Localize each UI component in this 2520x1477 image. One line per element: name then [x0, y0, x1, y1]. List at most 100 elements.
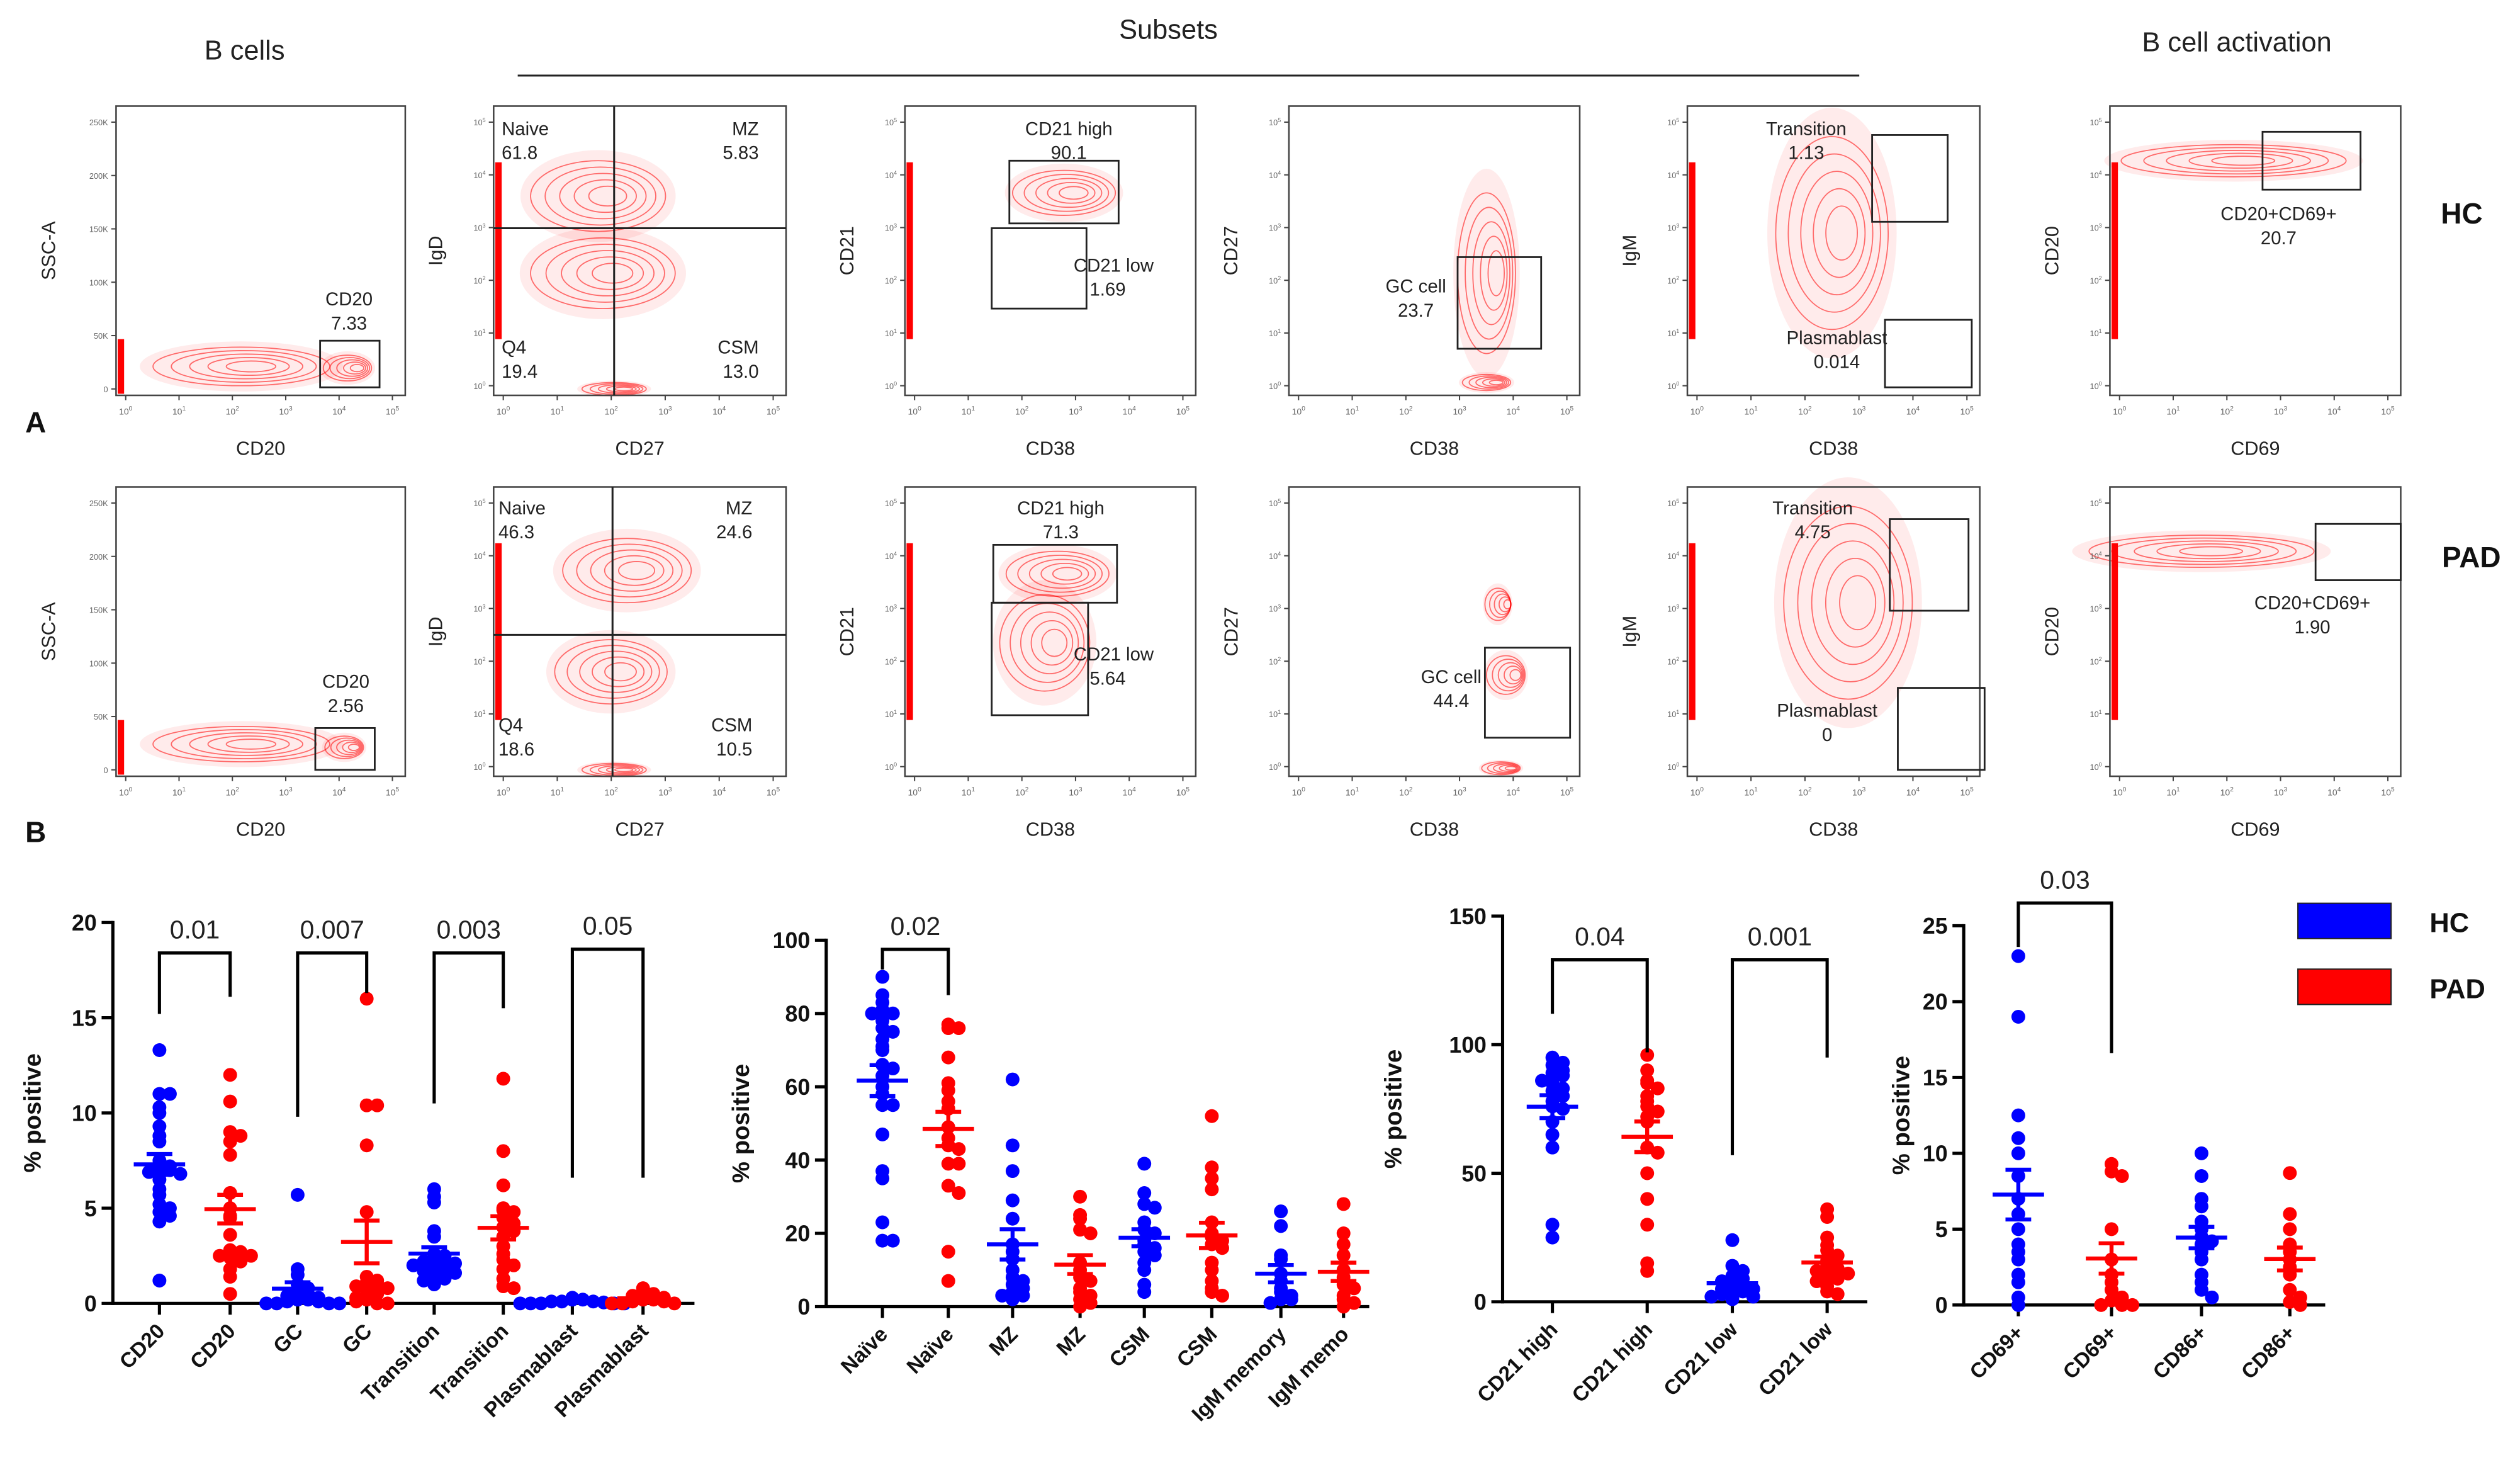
- column-pad-5: Transition: [426, 1072, 529, 1406]
- gate-value: 24.6: [716, 522, 752, 543]
- gate-name: Q4: [498, 715, 523, 736]
- gate-value: 19.4: [502, 361, 537, 382]
- gate-rectangle: [1889, 518, 1970, 612]
- data-point: [1005, 1292, 1020, 1306]
- x-tick-label: 102: [605, 786, 619, 797]
- y-tick-label: 50K: [94, 331, 108, 341]
- data-point: [2094, 1298, 2108, 1312]
- axis-edge-events: [906, 162, 913, 339]
- x-axis-label: CD20: [236, 438, 285, 459]
- y-tick-label: 104: [1667, 551, 1679, 561]
- category-label: MZ: [1052, 1323, 1090, 1361]
- x-tick-label: 101: [2166, 405, 2180, 416]
- x-tick-label: 103: [1852, 405, 1866, 416]
- y-tick-label: 15: [1923, 1065, 1948, 1090]
- x-tick-label: 103: [2274, 405, 2288, 416]
- y-tick-label: 100: [773, 928, 811, 953]
- panel-a-label: A: [25, 406, 46, 439]
- data-point: [349, 1294, 364, 1309]
- data-point: [359, 1098, 374, 1112]
- gate-value: 71.3: [1043, 522, 1079, 543]
- y-axis-label: CD20: [2042, 607, 2063, 656]
- y-tick-label: 15: [72, 1005, 97, 1031]
- gate-value: 44.4: [1433, 691, 1469, 711]
- column-hc-0: CD69+: [1966, 949, 2044, 1384]
- legend-swatch: [2297, 968, 2392, 1005]
- y-tick-label: 101: [885, 328, 897, 338]
- column-hc-0: Naïve: [836, 970, 908, 1379]
- data-point: [1556, 1102, 1570, 1116]
- y-tick-label: 250K: [89, 499, 108, 508]
- x-tick-label: 101: [551, 405, 565, 416]
- y-tick-label: 102: [473, 275, 485, 285]
- data-point: [2283, 1222, 2297, 1236]
- plot-frame: [115, 486, 407, 778]
- data-point: [1274, 1219, 1288, 1233]
- x-tick-label: 105: [386, 405, 400, 416]
- x-tick-label: 105: [1560, 786, 1574, 797]
- flow-panel-hc-2: 100 101 102 103 104 105 100 101 102 103 104 105 CD27…: [425, 105, 787, 459]
- x-tick-label: 103: [658, 786, 672, 797]
- data-point: [513, 1296, 527, 1311]
- x-tick-label: 101: [962, 786, 976, 797]
- y-axis-title: % positive: [1380, 1050, 1407, 1169]
- data-point: [2011, 1298, 2025, 1312]
- x-tick-label: 100: [1690, 786, 1704, 797]
- x-tick-label: 105: [2381, 405, 2395, 416]
- y-tick-label: 101: [1269, 328, 1281, 338]
- data-point: [1083, 1274, 1098, 1288]
- y-tick-label: 105: [885, 498, 897, 508]
- cell-population-contour: [1483, 650, 1528, 700]
- data-point: [1336, 1299, 1351, 1314]
- data-point: [941, 1050, 955, 1065]
- plot-frame: [115, 105, 407, 397]
- flow-panel-hc-6: 100 101 102 103 104 105 100 101 102 103 104 105 CD69…: [2042, 105, 2402, 459]
- y-tick-label: 100: [1269, 381, 1281, 391]
- x-tick-label: 100: [908, 786, 922, 797]
- gate-name: CSM: [711, 715, 752, 736]
- y-tick-label: 150K: [89, 606, 108, 615]
- bracket-line: [1551, 958, 1649, 1053]
- data-point: [448, 1265, 463, 1280]
- data-point: [2293, 1298, 2307, 1312]
- data-point: [1005, 1211, 1020, 1226]
- y-tick-label: 100: [1269, 762, 1281, 772]
- data-point: [496, 1262, 510, 1276]
- category-label: CD69+: [2059, 1321, 2122, 1384]
- data-point: [952, 1021, 966, 1036]
- category-label: CD21 high: [1473, 1318, 1562, 1407]
- y-tick-label: 102: [1269, 275, 1281, 285]
- y-tick-label: 101: [473, 328, 485, 338]
- gate-name: CD21 high: [1025, 118, 1113, 139]
- data-point: [223, 1250, 237, 1265]
- gate-value: 20.7: [2261, 228, 2297, 249]
- y-tick-label: 0: [84, 1291, 97, 1316]
- data-point: [1005, 1193, 1020, 1208]
- y-tick-label: 150: [1449, 904, 1487, 929]
- data-point: [1725, 1233, 1740, 1247]
- x-tick-label: 101: [962, 405, 976, 416]
- data-point: [941, 1245, 955, 1259]
- x-axis-label: CD38: [1410, 438, 1459, 459]
- data-point: [1545, 1128, 1560, 1142]
- data-point: [507, 1281, 521, 1296]
- flow-panel-pad-1: 100 101 102 103 104 105 0 50K 100K 150K 200K 250K CD…: [38, 486, 407, 840]
- data-point: [427, 1230, 441, 1244]
- row-label-hc: HC: [2441, 197, 2482, 230]
- data-point: [875, 1171, 890, 1186]
- gate-name: CD20+CD69+: [2254, 593, 2370, 614]
- significance-bracket: 0.003: [432, 915, 505, 1104]
- header-subsets: Subsets: [1119, 14, 1218, 45]
- x-tick-label: 101: [551, 786, 565, 797]
- data-point: [2125, 1298, 2140, 1312]
- data-point: [1137, 1263, 1152, 1277]
- x-tick-label: 104: [1507, 405, 1521, 416]
- x-tick-label: 104: [1507, 786, 1521, 797]
- x-axis-label: CD69: [2230, 438, 2280, 459]
- x-tick-label: 104: [332, 786, 346, 797]
- gate-name: GC cell: [1421, 667, 1482, 688]
- data-point: [875, 970, 890, 984]
- data-point: [507, 1258, 521, 1272]
- column-hc-0: CD21 high: [1473, 1050, 1578, 1407]
